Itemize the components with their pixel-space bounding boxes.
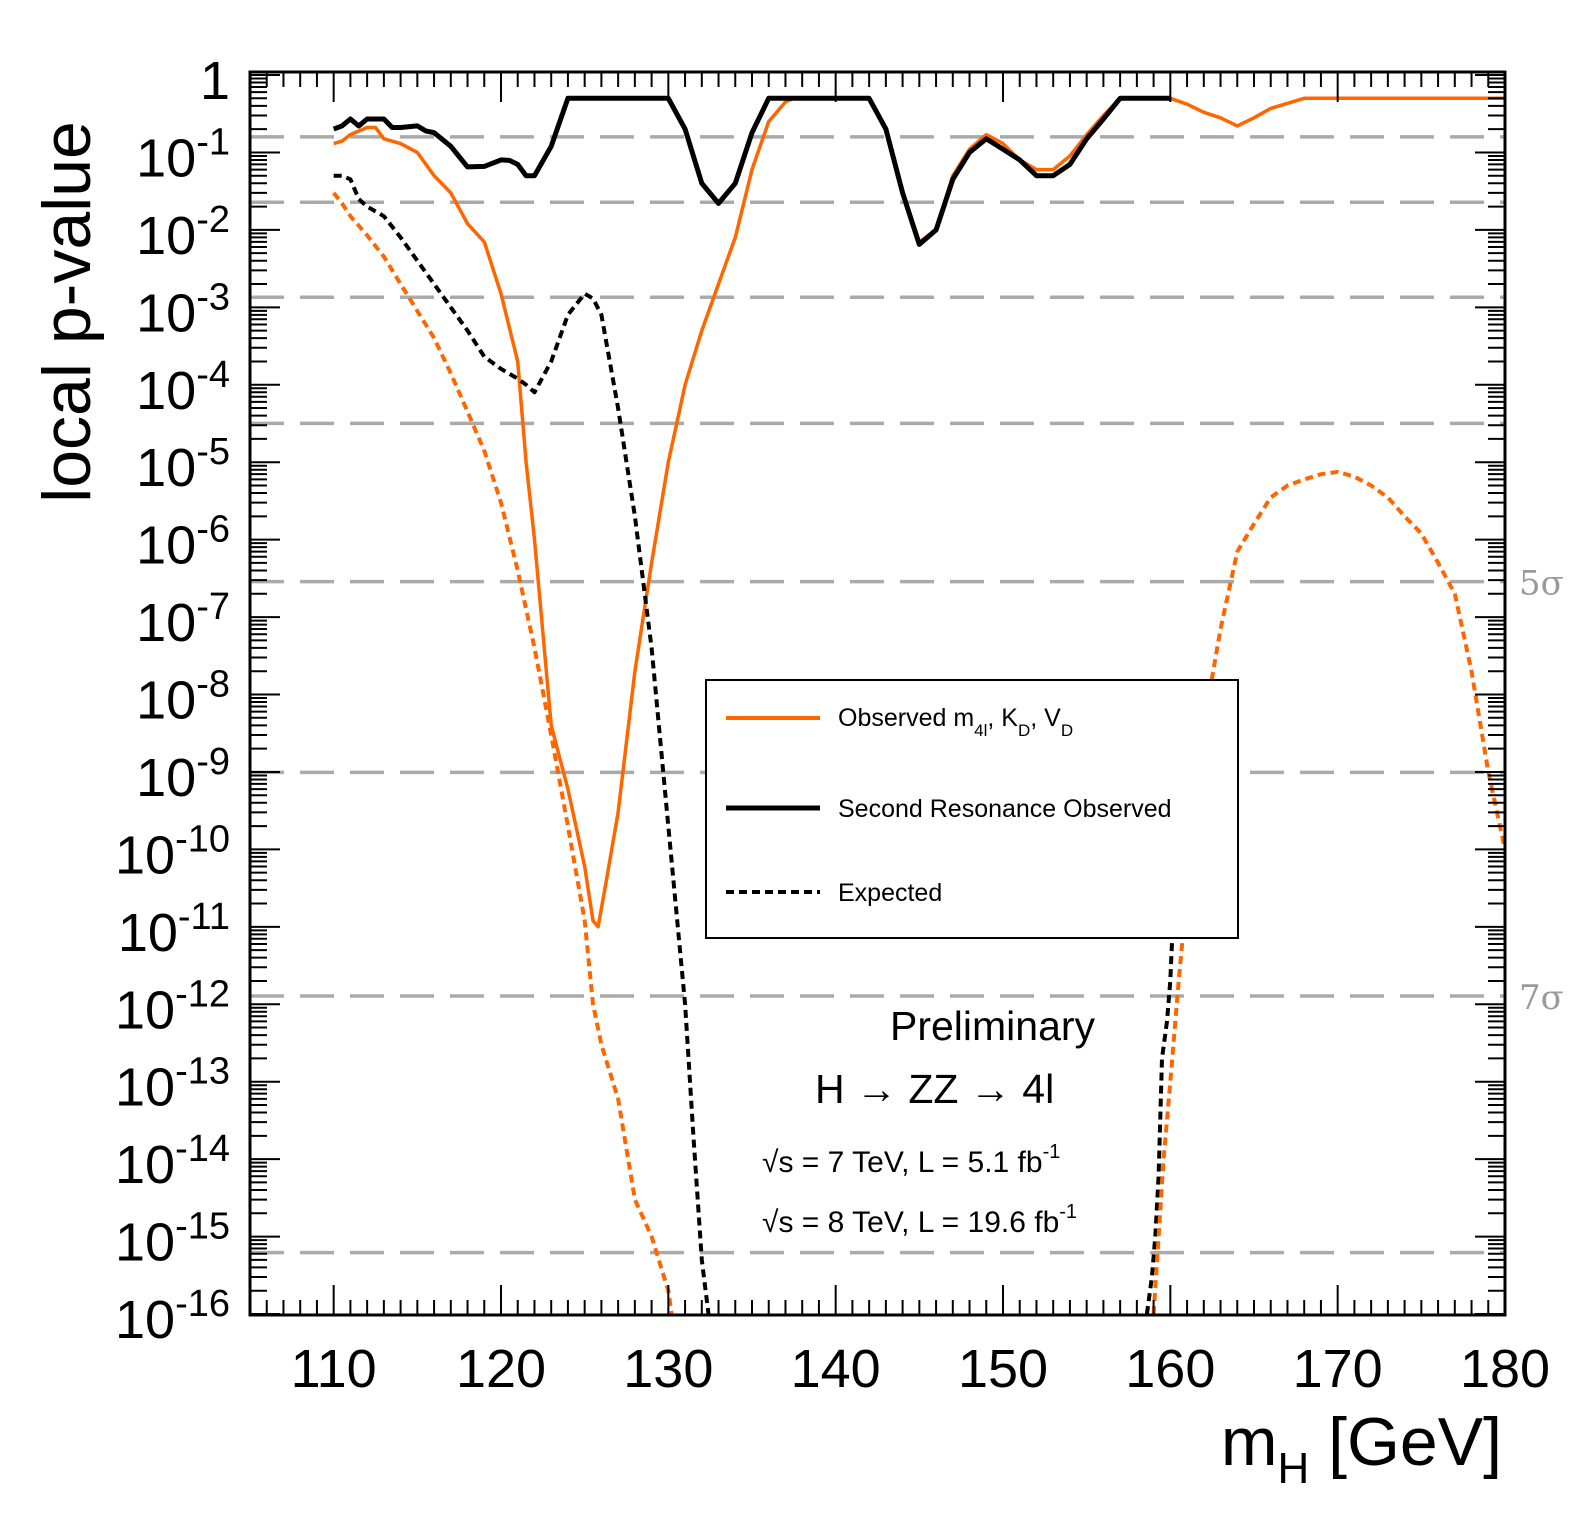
x-tick-label: 180 bbox=[1460, 1339, 1550, 1399]
legend-label-expected: Expected bbox=[838, 879, 942, 907]
x-tick-labels: 110 120 130 140 150 160 170 180 bbox=[291, 1339, 1550, 1399]
y-tick-label: 10-3 bbox=[136, 276, 230, 343]
legend-observed-sub3: D bbox=[1061, 721, 1073, 740]
series-line bbox=[333, 173, 711, 1315]
legend-label-observed: Observed m4l, KD, VD bbox=[838, 704, 1073, 740]
x-tick-label: 160 bbox=[1125, 1339, 1215, 1399]
process-label: H → ZZ → 4l bbox=[815, 1066, 1054, 1112]
sigma-labels: 5σ 7σ bbox=[1519, 564, 1564, 1018]
lumi-7tev-text: s = 7 TeV, L = 5.1 fb bbox=[778, 1146, 1042, 1179]
legend-label-second-resonance: Second Resonance Observed bbox=[838, 795, 1172, 823]
y-tick-label: 10-9 bbox=[136, 741, 230, 808]
sigma-line-label: 5σ bbox=[1519, 564, 1564, 604]
series-line bbox=[332, 191, 674, 1315]
x-tick-label: 130 bbox=[623, 1339, 713, 1399]
legend-observed-mid1: , K bbox=[987, 704, 1018, 732]
y-tick-label: 10-14 bbox=[115, 1128, 230, 1195]
y-tick-label: 10-1 bbox=[136, 121, 230, 188]
sqrt-symbol-7tev: √ bbox=[762, 1146, 779, 1179]
legend-observed-sub2: D bbox=[1018, 721, 1030, 740]
lumi-8tev-text: s = 8 TeV, L = 19.6 fb bbox=[778, 1206, 1059, 1239]
lumi-8tev-sup: -1 bbox=[1059, 1201, 1077, 1223]
y-tick-label: 10-6 bbox=[136, 509, 230, 576]
y-tick-label: 10-5 bbox=[136, 431, 230, 498]
series-line bbox=[1144, 903, 1176, 1315]
x-tick-label: 120 bbox=[456, 1339, 546, 1399]
y-tick-label: 10-2 bbox=[136, 199, 230, 266]
sqrt-symbol-8tev: √ bbox=[762, 1206, 779, 1239]
y-tick-label: 10-7 bbox=[136, 586, 230, 653]
series-line bbox=[332, 95, 1171, 247]
y-tick-label: 10-10 bbox=[115, 818, 230, 885]
y-tick-labels: 1 10-1 10-2 10-3 10-4 10-5 10-6 10-7 10-8 10-9 10-… bbox=[115, 51, 230, 1350]
y-tick-label: 10-15 bbox=[115, 1206, 230, 1273]
y-tick-label: 10-13 bbox=[115, 1051, 230, 1118]
preliminary-label: Preliminary bbox=[890, 1003, 1096, 1049]
legend-observed-sub1: 4l bbox=[974, 721, 987, 740]
series-lines bbox=[332, 95, 1505, 1315]
y-tick-label: 1 bbox=[200, 51, 230, 111]
x-tick-label: 110 bbox=[291, 1339, 377, 1399]
y-tick-label: 10-8 bbox=[136, 664, 230, 731]
sigma-line-label: 7σ bbox=[1519, 978, 1564, 1018]
x-axis-title-main: m bbox=[1221, 1404, 1278, 1480]
series-line bbox=[1151, 469, 1505, 1315]
x-tick-label: 170 bbox=[1293, 1339, 1383, 1399]
lumi-8tev-label: √s = 8 TeV, L = 19.6 fb-1 bbox=[762, 1201, 1077, 1239]
y-tick-label: 10-11 bbox=[118, 896, 230, 963]
legend-observed-mid2: , V bbox=[1030, 704, 1061, 732]
x-axis-title-sub: H bbox=[1277, 1444, 1309, 1493]
y-tick-label: 10-4 bbox=[136, 354, 230, 421]
x-axis-title-unit: [GeV] bbox=[1309, 1404, 1502, 1480]
legend: Observed m4l, KD, VD Second Resonance Ob… bbox=[705, 679, 1239, 939]
y-tick-label: 10-16 bbox=[115, 1283, 230, 1350]
x-axis-title: mH [GeV] bbox=[1221, 1404, 1502, 1493]
y-tick-label: 10-12 bbox=[115, 973, 230, 1040]
x-tick-label: 150 bbox=[958, 1339, 1048, 1399]
lumi-7tev-sup: -1 bbox=[1043, 1141, 1061, 1163]
legend-observed-main: Observed m bbox=[838, 704, 974, 732]
x-tick-label: 140 bbox=[791, 1339, 881, 1399]
lumi-7tev-label: √s = 7 TeV, L = 5.1 fb-1 bbox=[762, 1141, 1060, 1179]
axis-ticks bbox=[249, 72, 1506, 1315]
y-axis-title: local p-value bbox=[29, 121, 105, 503]
